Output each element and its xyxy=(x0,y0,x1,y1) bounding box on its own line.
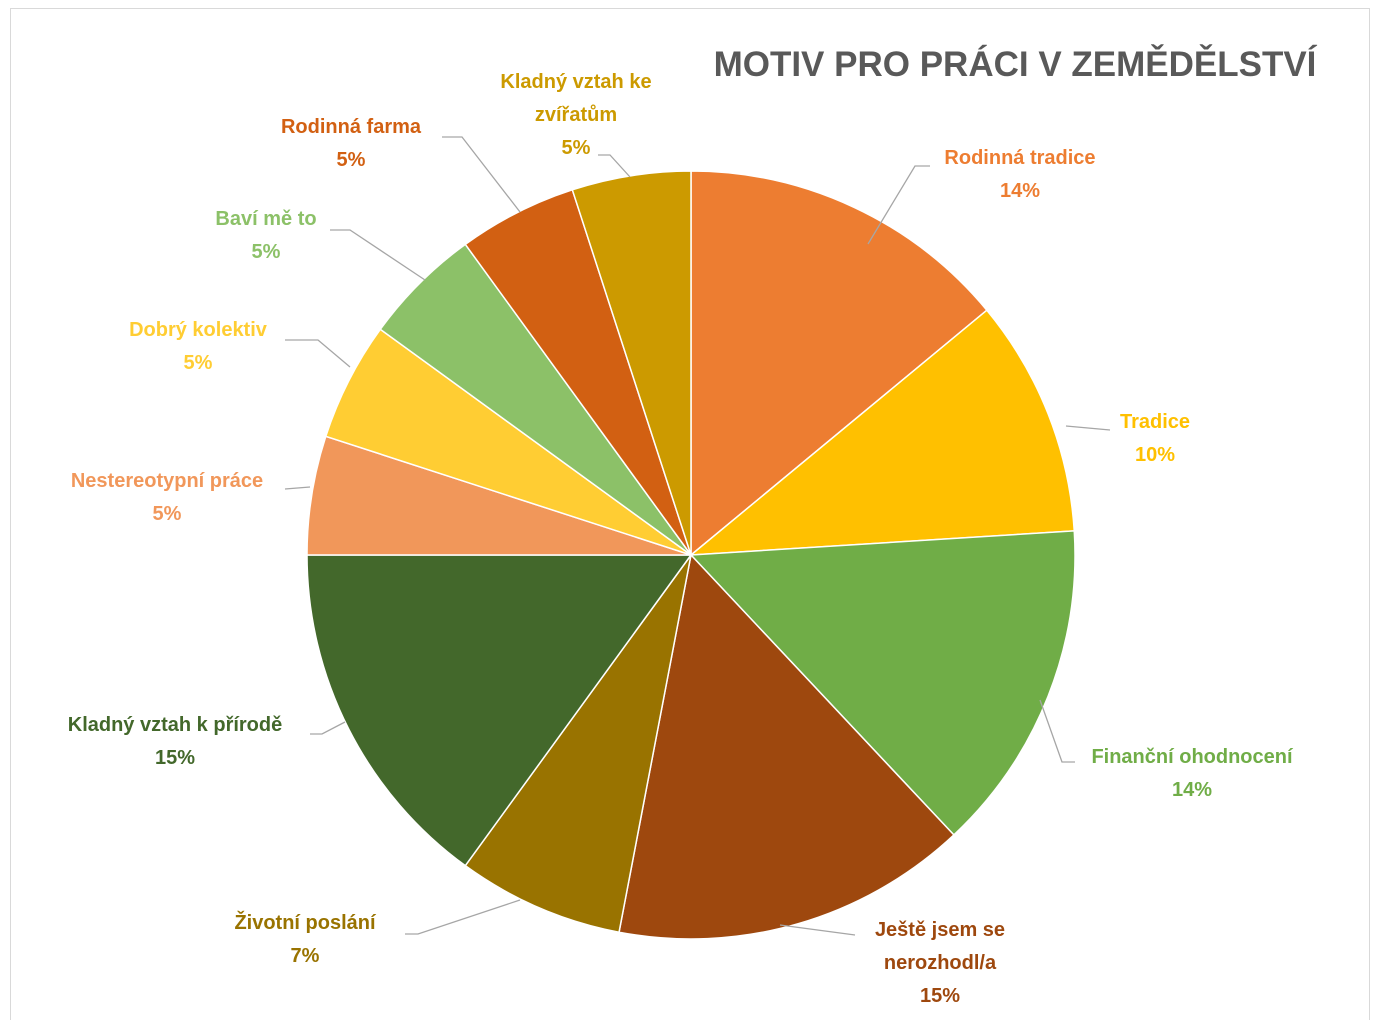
data-label: Rodinná tradice 14% xyxy=(890,142,1150,208)
pie-slice xyxy=(690,170,988,557)
pie-slice xyxy=(464,554,692,934)
data-label: Baví mě to 5% xyxy=(186,203,346,269)
leader-line xyxy=(1065,425,1111,431)
label-category: Rodinná farma xyxy=(280,116,422,138)
label-category: Baví mě to xyxy=(215,208,317,230)
label-value: 5% xyxy=(183,352,213,374)
leader-line xyxy=(330,229,426,281)
label-value: 15% xyxy=(919,985,961,1007)
data-label: Ještě jsem se nerozhodl/a 15% xyxy=(850,914,1030,1013)
pie-slice xyxy=(689,530,1076,836)
chart-title: MOTIV PRO PRÁCI V ZEMĚDĚLSTVÍ xyxy=(713,45,1317,84)
leader-line xyxy=(310,721,346,735)
label-value: 5% xyxy=(251,241,281,263)
label-value: 5% xyxy=(336,149,366,171)
data-label: Kladný vztah ke zvířatům 5% xyxy=(476,66,676,165)
chart-border xyxy=(10,8,1370,1020)
pie-slice xyxy=(571,170,692,556)
label-value: 15% xyxy=(154,747,196,769)
label-category: Nestereotypní práce xyxy=(70,470,264,492)
label-category: Tradice xyxy=(1119,411,1191,433)
label-category: Kladný vztah ke zvířatům xyxy=(500,71,652,126)
label-value: 10% xyxy=(1134,444,1176,466)
data-label: Finanční ohodnocení 14% xyxy=(1062,741,1322,807)
data-label: Kladný vztah k přírodě 15% xyxy=(35,709,315,775)
label-category: Rodinná tradice xyxy=(944,147,1096,169)
label-category: Dobrý kolektiv xyxy=(129,319,267,341)
leader-line xyxy=(867,165,930,245)
leader-line xyxy=(284,486,311,490)
label-value: 5% xyxy=(561,137,591,159)
leader-line xyxy=(442,136,521,213)
data-label: Životní poslání 7% xyxy=(195,907,415,973)
leader-line xyxy=(1039,699,1075,763)
leader-line xyxy=(779,924,856,936)
label-value: 14% xyxy=(1171,779,1213,801)
leader-line xyxy=(405,899,521,935)
label-value: 14% xyxy=(999,180,1041,202)
label-category: Životní poslání xyxy=(234,912,376,934)
leader-line xyxy=(598,154,631,178)
pie-slice xyxy=(688,309,1076,556)
label-category: Ještě jsem se nerozhodl/a xyxy=(874,919,1006,974)
data-label: Nestereotypní práce 5% xyxy=(37,465,297,531)
label-value: 7% xyxy=(290,945,320,967)
pie-slice xyxy=(306,554,693,867)
label-category: Finanční ohodnocení xyxy=(1091,746,1293,768)
data-label: Rodinná farma 5% xyxy=(251,111,451,177)
pie-slice xyxy=(618,553,955,940)
data-label: Dobrý kolektiv 5% xyxy=(98,314,298,380)
data-label: Tradice 10% xyxy=(1055,406,1255,472)
leader-line xyxy=(285,339,351,368)
label-value: 5% xyxy=(152,503,182,525)
label-category: Kladný vztah k přírodě xyxy=(67,714,283,736)
